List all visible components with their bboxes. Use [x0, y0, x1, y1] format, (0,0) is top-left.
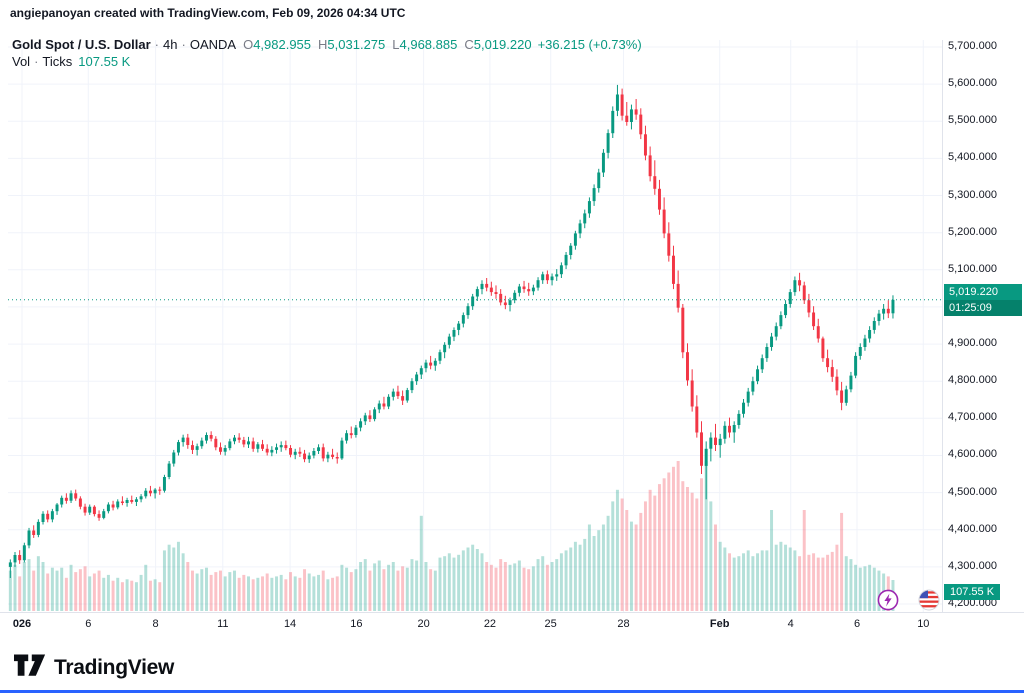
legend-row-volume: Vol · Ticks 107.55 K: [12, 53, 642, 70]
candlestick-plot[interactable]: [8, 40, 942, 612]
price-tick-label: 5,600.000: [948, 77, 997, 90]
price-tick-label: 4,800.000: [948, 374, 997, 387]
legend-row-symbol: Gold Spot / U.S. Dollar · 4h · OANDA O4,982.9…: [12, 36, 642, 53]
last-price-value: 5,019.220: [944, 283, 1022, 300]
price-tick-label: 4,700.000: [948, 411, 997, 424]
change-value: +36.215 (+0.73%): [537, 37, 642, 52]
open-value: 4,982.955: [253, 37, 312, 52]
price-tick-label: 4,200.000: [948, 597, 997, 609]
price-tick-label: 5,700.000: [948, 40, 997, 52]
attribution-text: angiepanoyan created with TradingView.co…: [10, 6, 406, 20]
price-tick-label: 5,500.000: [948, 114, 997, 127]
volume-badge: 107.55 K: [944, 584, 1001, 600]
price-tick-label: 4,300.000: [948, 559, 997, 572]
open-label: O: [243, 37, 254, 52]
time-tick-label: 11: [217, 618, 229, 630]
tradingview-logo-text: TradingView: [54, 656, 175, 679]
price-tick-label: 5,200.000: [948, 225, 997, 238]
low-value: 4,968.885: [399, 37, 458, 52]
legend-separator: ·: [34, 54, 39, 69]
us-economic-event-icon[interactable]: [918, 589, 940, 611]
footer: TradingView: [14, 648, 174, 688]
time-tick-label: 20: [417, 618, 430, 630]
time-tick-label: 4: [787, 618, 794, 630]
ticks-label: Ticks: [42, 54, 73, 69]
legend-separator: ·: [181, 37, 186, 52]
lightning-event-icon[interactable]: [877, 589, 899, 611]
price-tick-label: 5,400.000: [948, 151, 997, 164]
time-tick-label: 14: [283, 618, 297, 630]
tradingview-logo-mark-icon: [14, 653, 46, 683]
time-tick-label: 25: [544, 618, 557, 630]
close-label: C: [464, 37, 474, 52]
volume-label: Vol: [12, 54, 31, 69]
price-axis-divider: [942, 40, 943, 612]
legend-separator: ·: [154, 37, 160, 52]
bar-countdown: 01:25:09: [944, 299, 1022, 316]
tradingview-logo[interactable]: TradingView: [14, 653, 175, 683]
time-tick-label: 16: [350, 618, 363, 630]
high-label: H: [318, 37, 328, 52]
interval-label[interactable]: 4h: [163, 37, 178, 52]
bottom-accent-line: [0, 690, 1024, 693]
price-tick-label: 4,400.000: [948, 522, 997, 535]
close-value: 5,019.220: [473, 37, 532, 52]
symbol-name[interactable]: Gold Spot / U.S. Dollar: [12, 37, 151, 52]
chart-area[interactable]: Gold Spot / U.S. Dollar · 4h · OANDA O4,982.9…: [0, 28, 1024, 668]
price-tick-label: 5,300.000: [948, 188, 997, 201]
time-tick-label: 026: [12, 618, 32, 630]
time-axis-divider: [0, 612, 1024, 613]
price-tick-label: 4,600.000: [948, 448, 997, 461]
time-tick-label: 10: [917, 618, 930, 630]
last-price-badge: 5,019.220 01:25:09: [944, 283, 1022, 316]
price-tick-label: 4,900.000: [948, 337, 997, 350]
time-tick-label: 28: [617, 618, 630, 630]
price-tick-label: 4,500.000: [948, 485, 997, 498]
time-tick-label: 6: [85, 618, 92, 630]
low-label: L: [392, 37, 400, 52]
time-tick-label: 6: [853, 618, 861, 630]
time-tick-label: 22: [483, 618, 497, 630]
high-value: 5,031.275: [327, 37, 386, 52]
price-tick-label: 5,100.000: [948, 262, 997, 275]
chart-legend: Gold Spot / U.S. Dollar · 4h · OANDA O4,982.9…: [12, 36, 642, 70]
time-axis[interactable]: 026 6 8 11 14 16 20 22 25 28 Feb 4 6 10: [0, 618, 1024, 636]
time-tick-label: 8: [152, 618, 159, 630]
exchange-label[interactable]: OANDA: [189, 37, 237, 52]
price-axis[interactable]: 5,700.000 5,600.000 5,500.000 5,400.000 5,30…: [948, 28, 1022, 628]
time-tick-label: Feb: [709, 618, 730, 630]
volume-value: 107.55 K: [78, 54, 131, 69]
